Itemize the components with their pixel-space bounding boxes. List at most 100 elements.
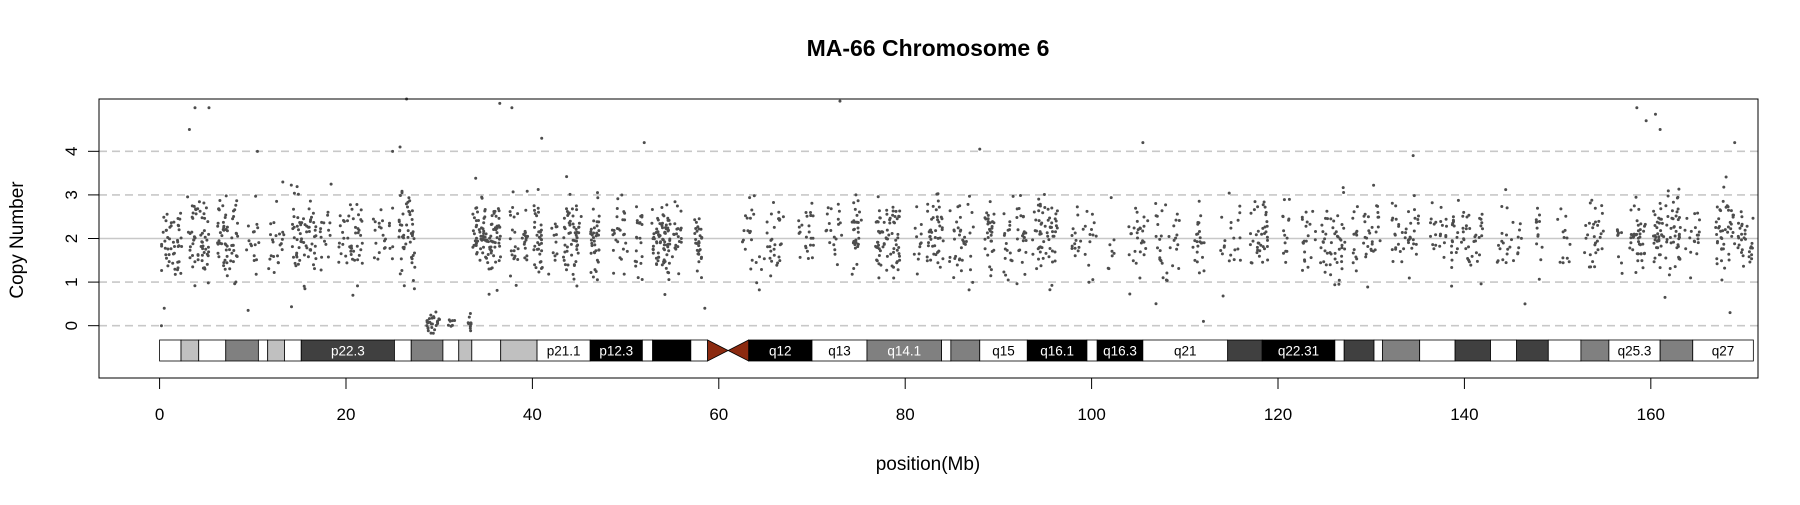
data-point-1417	[1156, 246, 1159, 250]
data-point-351	[377, 251, 381, 255]
data-point-1728	[1481, 227, 1484, 231]
data-point-184	[253, 243, 257, 247]
data-point-1768	[1504, 261, 1508, 265]
data-point-740	[616, 197, 620, 201]
data-point-1009	[838, 221, 842, 225]
data-point-1101	[893, 215, 897, 218]
data-point-1837	[1593, 206, 1597, 210]
data-point-1931	[1658, 201, 1662, 205]
data-point-1717	[1451, 218, 1455, 222]
data-point-1038	[854, 220, 858, 224]
data-point-633	[551, 251, 555, 255]
data-point-201	[275, 199, 279, 203]
data-point-258	[307, 207, 311, 211]
data-point-1084	[882, 242, 886, 246]
data-point-1915	[1652, 260, 1656, 264]
data-point-1694	[1432, 247, 1436, 251]
data-point-585	[525, 189, 529, 193]
data-point-179	[256, 226, 260, 230]
data-point-1165	[929, 258, 933, 262]
data-point-942	[772, 201, 775, 204]
data-point-1879	[1638, 232, 1642, 236]
data-point-1400	[1138, 276, 1142, 280]
data-point-770	[634, 249, 638, 253]
data-point-2050	[1736, 246, 1740, 250]
data-point-874	[672, 232, 676, 236]
data-point-696	[568, 192, 572, 196]
data-point-2027	[1717, 225, 1721, 228]
data-point-550	[498, 237, 501, 241]
data-point-1835	[1584, 224, 1588, 227]
data-point-532	[494, 260, 498, 264]
data-point-1743	[1462, 210, 1466, 214]
data-point-1234	[986, 217, 990, 221]
data-point-1281	[1050, 283, 1054, 287]
data-point-1298	[1046, 207, 1050, 211]
data-point-838	[651, 248, 655, 252]
data-point-19	[165, 256, 168, 260]
ideogram-band-4	[257, 339, 269, 362]
data-point-81	[205, 238, 209, 242]
data-point-1726	[1450, 244, 1454, 248]
data-point-17	[167, 260, 171, 264]
data-point-855	[663, 231, 667, 235]
data-point-1355	[1074, 238, 1078, 242]
data-point-104	[203, 216, 207, 220]
data-point-1721	[1455, 247, 1459, 251]
data-point-1631	[1368, 231, 1372, 235]
data-point-1483	[1236, 247, 1240, 251]
data-point-1990	[1696, 233, 1700, 237]
data-point-1562	[1325, 209, 1329, 213]
data-point-754	[622, 232, 626, 236]
ideogram-band-8	[394, 339, 412, 362]
data-point-1160	[940, 226, 944, 230]
data-point-1369	[1091, 278, 1095, 282]
ideogram-band-37	[1490, 339, 1518, 362]
data-point-316	[357, 213, 360, 217]
data-point-1031	[854, 193, 858, 197]
data-point-826	[651, 244, 655, 248]
data-point-47	[162, 215, 166, 219]
data-point-298	[354, 231, 358, 235]
data-point-249	[298, 232, 302, 236]
data-point-1020	[858, 210, 861, 214]
data-point-1651	[1412, 242, 1416, 246]
data-point-1244	[1006, 278, 1010, 282]
data-point-1428	[1167, 235, 1171, 238]
data-point-1153	[926, 244, 930, 248]
outlier-point-0	[187, 128, 191, 132]
data-point-1686	[1407, 276, 1411, 280]
chart-title: MA-66 Chromosome 6	[807, 35, 1050, 61]
data-point-2048	[1751, 216, 1755, 220]
data-point-2008	[1720, 259, 1723, 263]
data-point-38	[176, 223, 180, 227]
data-point-503	[495, 236, 499, 240]
data-point-1644	[1363, 212, 1367, 216]
data-point-253	[292, 191, 296, 195]
data-point-519	[499, 255, 502, 259]
data-point-1476	[1238, 211, 1242, 215]
data-point-338	[373, 220, 377, 224]
data-point-1570	[1333, 257, 1337, 261]
data-point-1339	[1033, 229, 1037, 233]
data-point-76	[197, 200, 201, 204]
ideogram-band-label-19: q12	[769, 344, 792, 359]
outlier-point-12	[1141, 141, 1145, 145]
data-point-98	[206, 254, 210, 258]
data-point-306	[349, 253, 353, 256]
data-point-1356	[1085, 209, 1089, 213]
data-point-849	[668, 242, 672, 246]
data-point-1201	[970, 211, 974, 214]
data-point-285	[320, 255, 324, 259]
data-point-446	[451, 319, 454, 323]
data-point-1378	[1135, 210, 1139, 214]
data-point-341	[371, 217, 375, 221]
ideogram-band-12	[471, 339, 502, 362]
data-point-1147	[939, 215, 943, 219]
ideogram-band-label-43: q27	[1712, 344, 1735, 359]
data-point-34	[164, 228, 168, 232]
data-point-348	[376, 257, 380, 261]
data-point-988	[805, 214, 809, 218]
data-point-370	[410, 209, 414, 213]
